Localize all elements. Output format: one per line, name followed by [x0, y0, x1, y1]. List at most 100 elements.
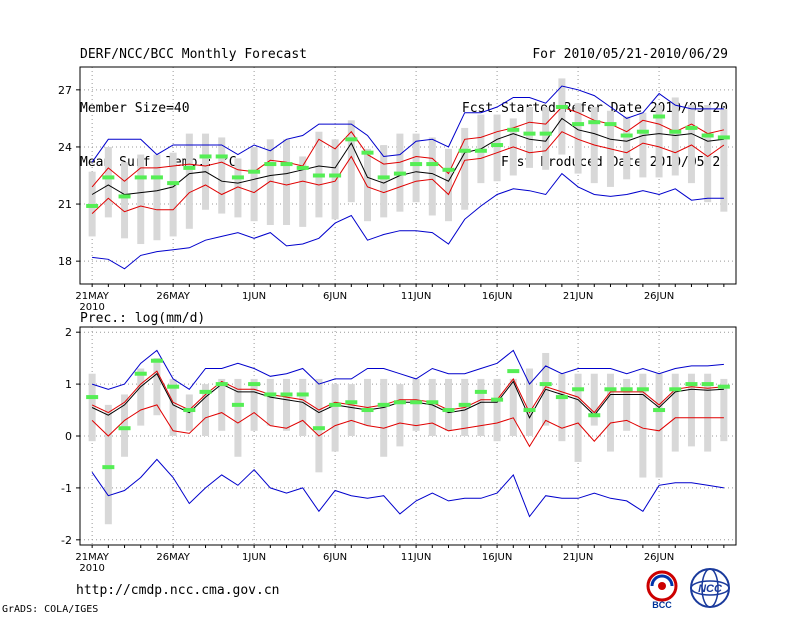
range-box: [283, 378, 291, 431]
range-box: [283, 139, 291, 225]
range-box: [655, 105, 663, 178]
green-marker: [491, 397, 504, 402]
green-marker: [426, 162, 439, 167]
bcc-logo-icon: BCC: [646, 570, 678, 610]
green-marker: [507, 127, 520, 132]
x-year-label: 2010: [79, 302, 104, 313]
green-marker: [474, 148, 487, 153]
x-tick-label: 6JUN: [323, 552, 347, 563]
range-box: [137, 368, 145, 426]
green-marker: [588, 413, 601, 418]
footer-url[interactable]: http://cmdp.ncc.cma.gov.cn: [76, 583, 280, 598]
range-box: [687, 105, 695, 184]
green-marker: [150, 175, 163, 180]
series-ens_mean: [91, 117, 724, 196]
x-tick-label: 11JUN: [401, 552, 431, 563]
x-tick-label: 26MAY: [156, 291, 190, 302]
green-marker: [572, 122, 585, 127]
range-box: [639, 373, 647, 478]
x-tick-label: 11JUN: [401, 291, 431, 302]
green-marker: [361, 408, 374, 413]
green-marker: [507, 369, 520, 374]
range-box: [185, 133, 193, 229]
range-box: [525, 106, 533, 168]
range-box: [606, 373, 614, 452]
green-marker: [491, 143, 504, 148]
x-tick-label: 6JUN: [323, 291, 347, 302]
green-marker: [620, 133, 633, 138]
series-ens_upper: [91, 370, 724, 414]
green-marker: [717, 135, 730, 140]
range-box: [574, 373, 582, 462]
green-marker: [539, 382, 552, 387]
range-box: [525, 368, 533, 436]
range-box: [121, 394, 129, 457]
range-box: [558, 78, 566, 155]
range-box: [121, 162, 129, 239]
green-marker: [345, 400, 358, 405]
range-box: [364, 148, 372, 222]
green-marker: [215, 382, 228, 387]
green-marker: [248, 169, 261, 174]
green-marker: [701, 382, 714, 387]
green-marker: [248, 382, 261, 387]
green-marker: [442, 167, 455, 172]
range-box: [687, 373, 695, 447]
panel-title: Prec.: log(mm/d): [80, 311, 205, 326]
green-marker: [604, 387, 617, 392]
series-upper_extreme: [91, 85, 724, 163]
y-tick-label: -2: [61, 534, 72, 547]
green-marker: [329, 402, 342, 407]
green-marker: [199, 389, 212, 394]
range-box: [218, 137, 226, 214]
range-box: [444, 378, 452, 431]
y-tick-label: 1: [65, 378, 72, 391]
green-marker: [86, 203, 99, 208]
x-tick-label: 21JUN: [563, 291, 593, 302]
green-marker: [296, 165, 309, 170]
green-marker: [539, 131, 552, 136]
green-marker: [458, 148, 471, 153]
x-tick-label: 1JUN: [242, 291, 266, 302]
green-marker: [264, 392, 277, 397]
range-box: [137, 154, 145, 245]
green-marker: [669, 129, 682, 134]
green-marker: [410, 400, 423, 405]
y-tick-label: 24: [58, 141, 72, 154]
series-lower_extreme: [92, 172, 724, 270]
range-box: [671, 373, 679, 452]
series-lower_extreme: [91, 458, 724, 518]
range-box: [444, 148, 452, 222]
range-box: [428, 137, 436, 216]
range-box: [153, 154, 161, 241]
range-box: [655, 373, 663, 478]
range-box: [720, 108, 728, 212]
green-marker: [86, 395, 99, 400]
x-tick-label: 26JUN: [644, 291, 674, 302]
green-marker: [231, 175, 244, 180]
range-box: [266, 378, 274, 426]
range-box: [299, 156, 307, 227]
green-marker: [653, 408, 666, 413]
green-marker: [717, 384, 730, 389]
x-tick-label: 1JUN: [242, 552, 266, 563]
green-marker: [280, 162, 293, 167]
green-marker: [653, 114, 666, 119]
range-box: [331, 384, 339, 452]
grads-credit: GrADS: COLA/IGES: [2, 604, 99, 615]
y-tick-label: 21: [58, 198, 72, 211]
range-box: [315, 378, 323, 473]
green-marker: [636, 387, 649, 392]
x-tick-label: 21MAY: [75, 291, 109, 302]
green-marker: [410, 162, 423, 167]
range-box: [153, 358, 161, 416]
green-marker: [442, 408, 455, 413]
green-marker: [572, 387, 585, 392]
range-box: [104, 404, 112, 525]
green-marker: [296, 392, 309, 397]
range-box: [542, 106, 550, 170]
range-box: [412, 133, 420, 203]
range-box: [202, 384, 210, 436]
range-box: [380, 378, 388, 457]
range-box: [720, 378, 728, 442]
